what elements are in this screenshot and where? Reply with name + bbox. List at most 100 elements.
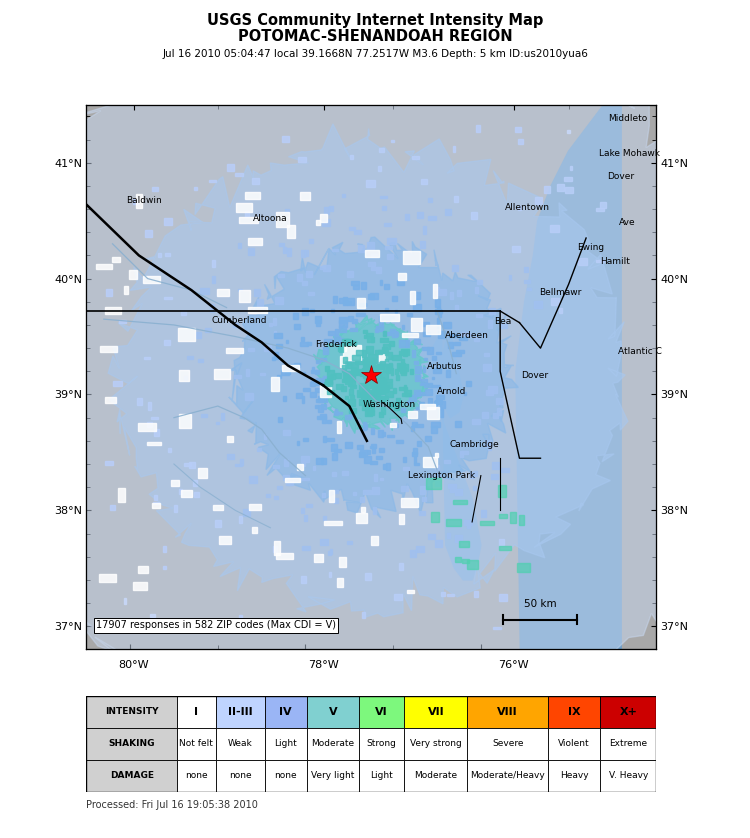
Bar — [452, 352, 461, 356]
Bar — [144, 357, 151, 360]
Bar — [352, 285, 359, 289]
Bar — [221, 412, 224, 420]
Bar — [399, 364, 408, 371]
Bar — [239, 290, 250, 302]
Bar — [276, 553, 292, 559]
Bar — [277, 375, 281, 378]
Bar — [375, 370, 380, 377]
Bar — [365, 377, 369, 380]
Bar — [314, 555, 323, 562]
Text: Lake Mohawk: Lake Mohawk — [599, 149, 660, 158]
Bar — [150, 614, 155, 618]
Bar — [459, 337, 467, 340]
Bar — [370, 396, 377, 401]
Bar — [370, 371, 376, 379]
Text: Middleto: Middleto — [608, 114, 647, 123]
Bar — [256, 448, 261, 451]
Bar — [446, 520, 461, 526]
Bar — [387, 254, 393, 259]
Bar — [400, 563, 404, 571]
Bar — [293, 313, 298, 319]
Bar — [360, 497, 364, 502]
Bar — [278, 417, 281, 422]
Bar — [265, 727, 307, 760]
Bar — [347, 541, 352, 544]
Bar — [404, 457, 406, 462]
Bar — [367, 370, 373, 377]
Bar — [388, 435, 394, 437]
Bar — [342, 365, 346, 372]
Bar — [269, 323, 272, 325]
Bar — [354, 230, 361, 234]
Bar — [422, 347, 429, 350]
Bar — [362, 368, 367, 375]
Bar — [350, 395, 355, 397]
Bar — [345, 396, 348, 400]
Bar — [310, 392, 316, 396]
Bar — [365, 390, 373, 392]
Bar — [378, 396, 382, 401]
Bar — [316, 360, 320, 364]
Bar — [344, 345, 361, 360]
Bar — [164, 546, 166, 551]
Bar — [364, 370, 374, 374]
Bar — [355, 360, 363, 364]
Bar — [248, 307, 267, 313]
Bar — [245, 393, 253, 401]
Bar — [320, 266, 325, 269]
Bar — [326, 366, 329, 371]
Text: none: none — [274, 771, 297, 780]
Bar — [86, 727, 177, 760]
Bar — [151, 416, 157, 419]
Bar — [320, 215, 326, 222]
Bar — [404, 468, 409, 470]
Bar — [491, 474, 498, 478]
Text: Baldwin: Baldwin — [126, 196, 161, 205]
Bar — [133, 199, 138, 204]
Bar — [283, 430, 290, 435]
Bar — [421, 379, 427, 384]
Bar — [375, 365, 380, 369]
Bar — [301, 251, 304, 256]
Bar — [265, 696, 307, 727]
Bar — [134, 582, 147, 590]
Bar — [316, 220, 320, 225]
Bar — [398, 340, 407, 347]
Bar — [414, 361, 418, 364]
Bar — [578, 258, 586, 265]
Bar — [544, 186, 550, 193]
Bar — [378, 430, 383, 437]
Text: Cambridge: Cambridge — [450, 440, 500, 449]
Bar — [461, 559, 469, 563]
Bar — [424, 383, 432, 387]
Bar — [536, 197, 542, 204]
Bar — [322, 376, 326, 383]
Bar — [366, 406, 374, 411]
Text: VI: VI — [376, 706, 388, 716]
Bar — [492, 462, 500, 468]
Bar — [395, 399, 400, 404]
Bar — [348, 316, 352, 322]
Bar — [488, 442, 491, 450]
Bar — [382, 347, 388, 352]
Bar — [400, 498, 418, 508]
Bar — [369, 373, 375, 375]
Bar — [404, 696, 467, 727]
Bar — [236, 203, 252, 211]
Bar — [316, 458, 323, 463]
Bar — [412, 350, 416, 357]
Bar — [342, 339, 350, 345]
Bar — [380, 381, 386, 388]
Bar — [512, 246, 520, 251]
Bar — [302, 308, 308, 315]
Bar — [338, 577, 343, 587]
Bar — [548, 760, 600, 792]
Bar — [337, 421, 341, 432]
Bar — [431, 422, 439, 427]
Bar — [235, 173, 242, 176]
Bar — [362, 349, 366, 357]
Bar — [414, 292, 421, 299]
Bar — [284, 396, 286, 401]
Bar — [364, 573, 370, 581]
Bar — [374, 359, 377, 364]
